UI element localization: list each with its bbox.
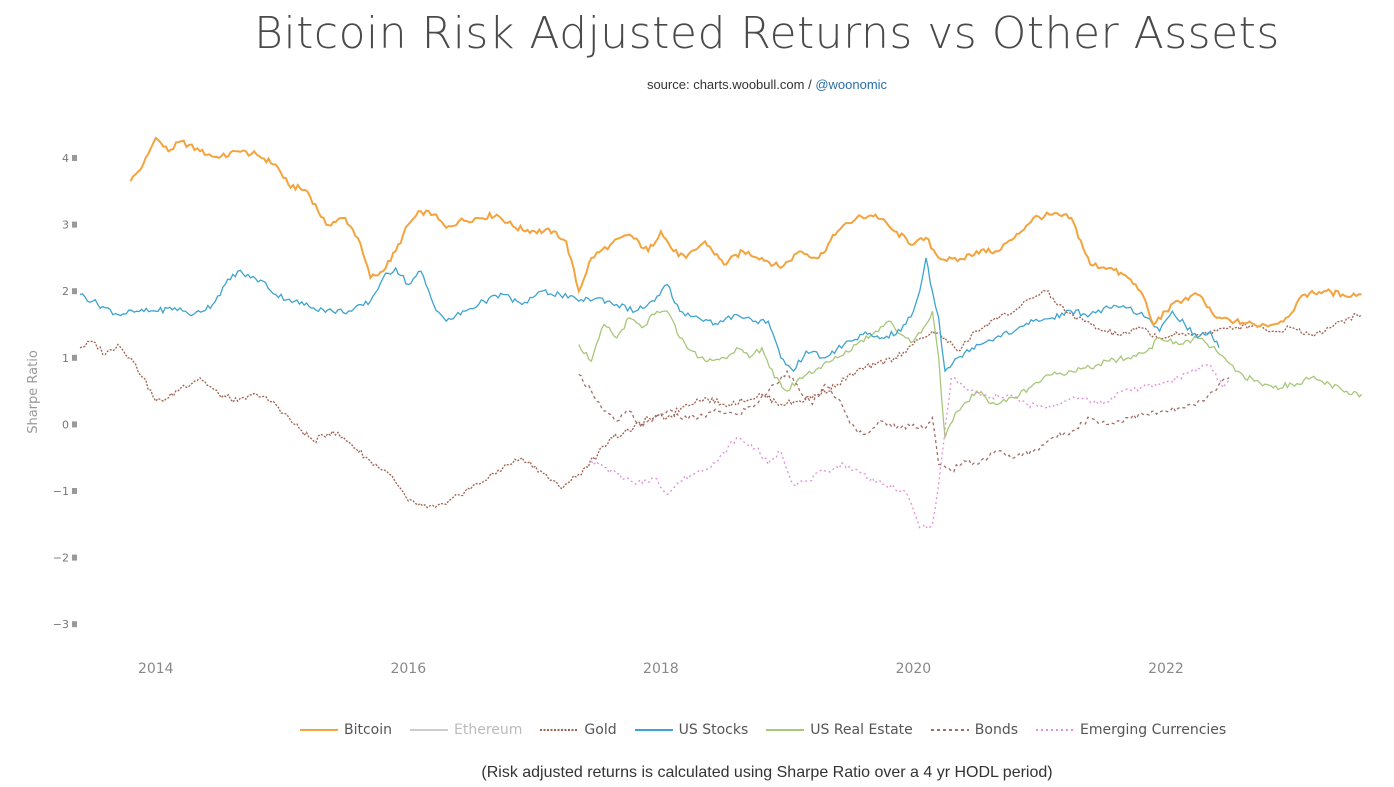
legend-item-us-stocks[interactable]: US Stocks bbox=[634, 722, 749, 738]
x-tick-label: 2020 bbox=[896, 661, 932, 677]
y-tick-label: −2 bbox=[53, 552, 69, 565]
legend-swatch bbox=[540, 729, 579, 731]
source-text: source: charts.woobull.com / bbox=[646, 77, 816, 92]
y-tick-label: −3 bbox=[53, 618, 69, 631]
y-tick: 3 bbox=[62, 219, 77, 232]
y-tick-mark bbox=[72, 488, 77, 494]
y-tick: 0 bbox=[62, 418, 77, 431]
legend-swatch bbox=[634, 729, 673, 731]
legend-swatch bbox=[766, 729, 805, 731]
footnote: (Risk adjusted returns is calculated usi… bbox=[481, 764, 1053, 781]
legend-swatch bbox=[300, 729, 338, 731]
series-line-emerging-currencies[interactable] bbox=[590, 363, 1232, 530]
legend-item-ethereum[interactable]: Ethereum bbox=[410, 722, 522, 738]
series-line-bitcoin[interactable] bbox=[129, 136, 1362, 328]
y-tick: 2 bbox=[62, 285, 77, 298]
legend-swatch bbox=[1036, 729, 1075, 731]
y-tick-label: −1 bbox=[53, 485, 69, 498]
legend-label: Ethereum bbox=[454, 722, 523, 738]
legend-label: US Real Estate bbox=[810, 722, 913, 738]
y-tick-label: 4 bbox=[62, 152, 69, 165]
series-layer bbox=[79, 136, 1363, 530]
y-tick-mark bbox=[72, 554, 77, 561]
y-tick: −1 bbox=[53, 485, 77, 498]
y-tick-mark bbox=[72, 155, 77, 161]
series-line-us-stocks[interactable] bbox=[79, 257, 1220, 373]
x-axis: 2014 2016 2018 2020 2022 bbox=[138, 661, 1184, 677]
y-tick-label: 0 bbox=[62, 418, 69, 431]
legend-label: Bonds bbox=[974, 722, 1019, 738]
y-tick-label: 3 bbox=[62, 219, 69, 232]
chart-title: Bitcoin Risk Adjusted Returns vs Other A… bbox=[254, 8, 1280, 59]
legend-item-emerging-currencies[interactable]: Emerging Currencies bbox=[1036, 722, 1226, 738]
chart-source: source: charts.woobull.com / @woonomic bbox=[0, 77, 1394, 92]
series-line-us-real-estate[interactable] bbox=[578, 310, 1363, 438]
legend-label: Emerging Currencies bbox=[1080, 722, 1227, 738]
y-tick-mark bbox=[72, 621, 77, 628]
series-line-gold[interactable] bbox=[79, 289, 1363, 509]
y-tick: 4 bbox=[62, 152, 77, 165]
y-tick: −3 bbox=[53, 618, 77, 631]
y-tick-mark bbox=[72, 421, 77, 428]
legend-item-us-real-estate[interactable]: US Real Estate bbox=[766, 722, 913, 738]
y-axis-label: Sharpe Ratio bbox=[26, 350, 41, 434]
y-tick-mark bbox=[72, 354, 77, 361]
legend-item-bitcoin[interactable]: Bitcoin bbox=[300, 722, 392, 738]
y-tick-label: 2 bbox=[62, 285, 69, 298]
legend-item-gold[interactable]: Gold bbox=[540, 722, 617, 738]
y-tick-label: 1 bbox=[62, 352, 69, 365]
legend-label: Gold bbox=[584, 722, 617, 738]
x-tick-label: 2014 bbox=[138, 661, 174, 677]
chart-legend: Bitcoin Ethereum Gold US Stocks US Real Esta… bbox=[300, 720, 1244, 740]
x-tick-label: 2016 bbox=[390, 661, 426, 677]
y-tick: 1 bbox=[62, 352, 77, 365]
legend-swatch bbox=[930, 729, 969, 731]
source-handle-link[interactable]: @woonomic bbox=[815, 77, 888, 92]
x-tick-label: 2022 bbox=[1148, 661, 1184, 677]
y-tick-mark bbox=[72, 288, 77, 295]
legend-item-bonds[interactable]: Bonds bbox=[930, 722, 1019, 738]
y-axis: 4 3 2 1 0 −1 −2 −3 bbox=[53, 152, 77, 631]
y-tick: −2 bbox=[53, 552, 77, 565]
legend-swatch bbox=[410, 729, 449, 731]
y-tick-mark bbox=[72, 221, 77, 228]
x-tick-label: 2018 bbox=[643, 661, 679, 677]
series-line-bonds[interactable] bbox=[578, 369, 1230, 473]
legend-label: US Stocks bbox=[678, 722, 749, 738]
legend-label: Bitcoin bbox=[344, 722, 393, 738]
